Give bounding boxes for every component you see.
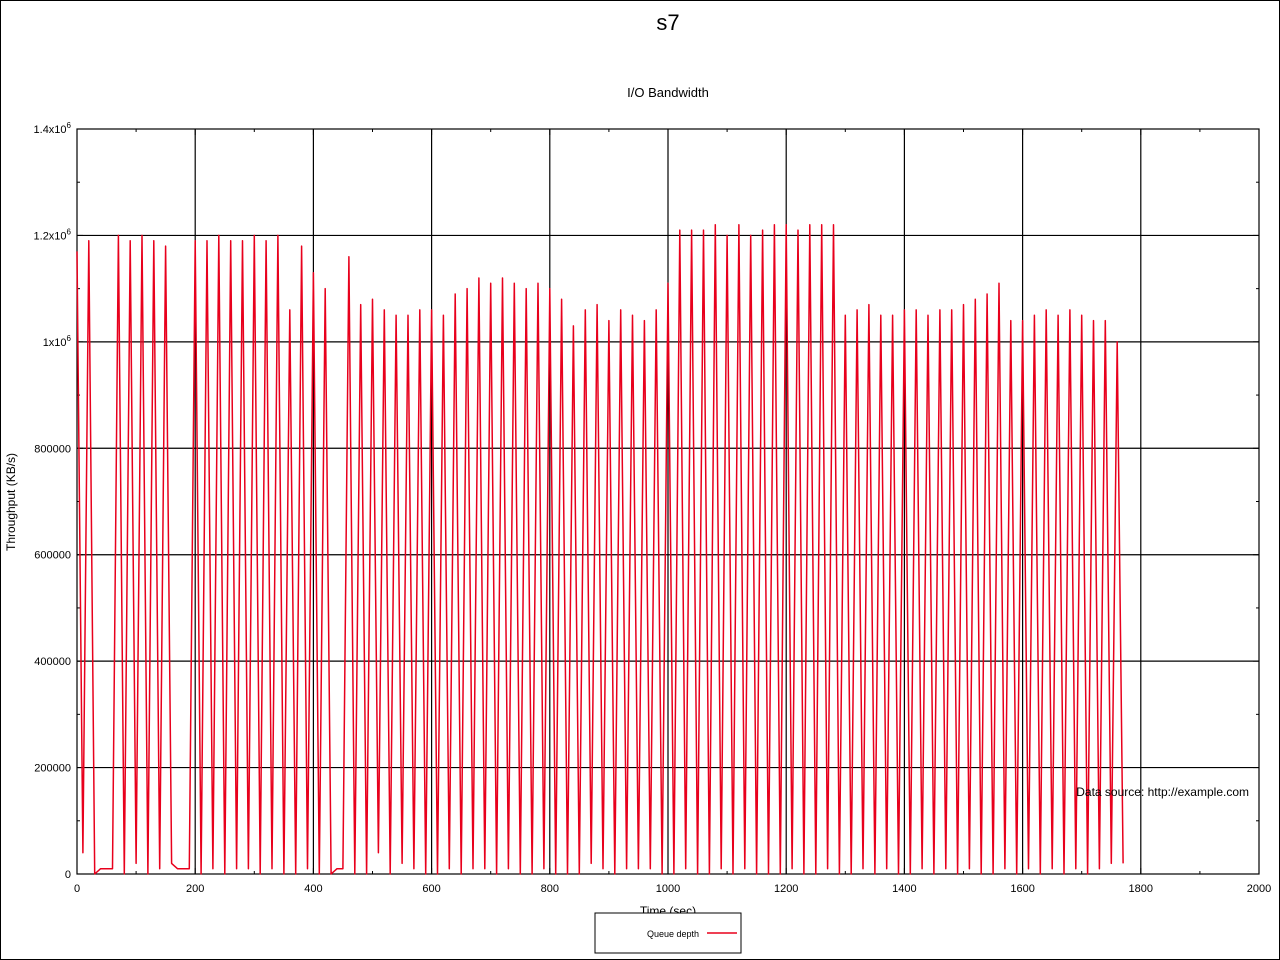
x-tick-label: 2000 (1247, 883, 1271, 895)
x-tick-label: 1400 (892, 883, 916, 895)
chart-title: I/O Bandwidth (627, 85, 709, 100)
legend: Queue depth (594, 912, 742, 954)
data-source-annotation: Data source: http://example.com (1076, 785, 1249, 799)
y-tick-label: 1.2x106 (34, 227, 72, 242)
y-tick-label: 800000 (34, 443, 71, 455)
page-title: s7 (656, 10, 679, 35)
x-tick-label: 1600 (1010, 883, 1034, 895)
series-layer (76, 224, 1124, 875)
legend-label: Queue depth (647, 929, 699, 939)
x-axis-ticks: 0 200 400 600 800 1000 1200 1400 1600 1800 2000 (74, 129, 1271, 895)
x-tick-label: 200 (186, 883, 204, 895)
y-tick-label: 200000 (34, 763, 71, 775)
y-tick-label: 600000 (34, 550, 71, 562)
grid-lines (77, 129, 1259, 874)
y-axis-label: Throughput (KB/s) (4, 453, 18, 551)
series-line-queue-depth (76, 224, 1124, 875)
x-tick-label: 600 (422, 883, 440, 895)
x-tick-label: 800 (541, 883, 559, 895)
x-tick-label: 1000 (656, 883, 680, 895)
x-tick-label: 1200 (774, 883, 798, 895)
y-tick-label: 0 (65, 869, 71, 881)
x-tick-label: 1800 (1129, 883, 1153, 895)
y-tick-label: 1.4x106 (34, 121, 72, 136)
y-tick-label: 1x106 (43, 334, 72, 349)
x-tick-label: 0 (74, 883, 80, 895)
x-tick-label: 400 (304, 883, 322, 895)
y-axis-ticks: 0 200000 400000 600000 800000 1x106 1.2x106 1.4… (34, 121, 1259, 881)
y-tick-label: 400000 (34, 656, 71, 668)
